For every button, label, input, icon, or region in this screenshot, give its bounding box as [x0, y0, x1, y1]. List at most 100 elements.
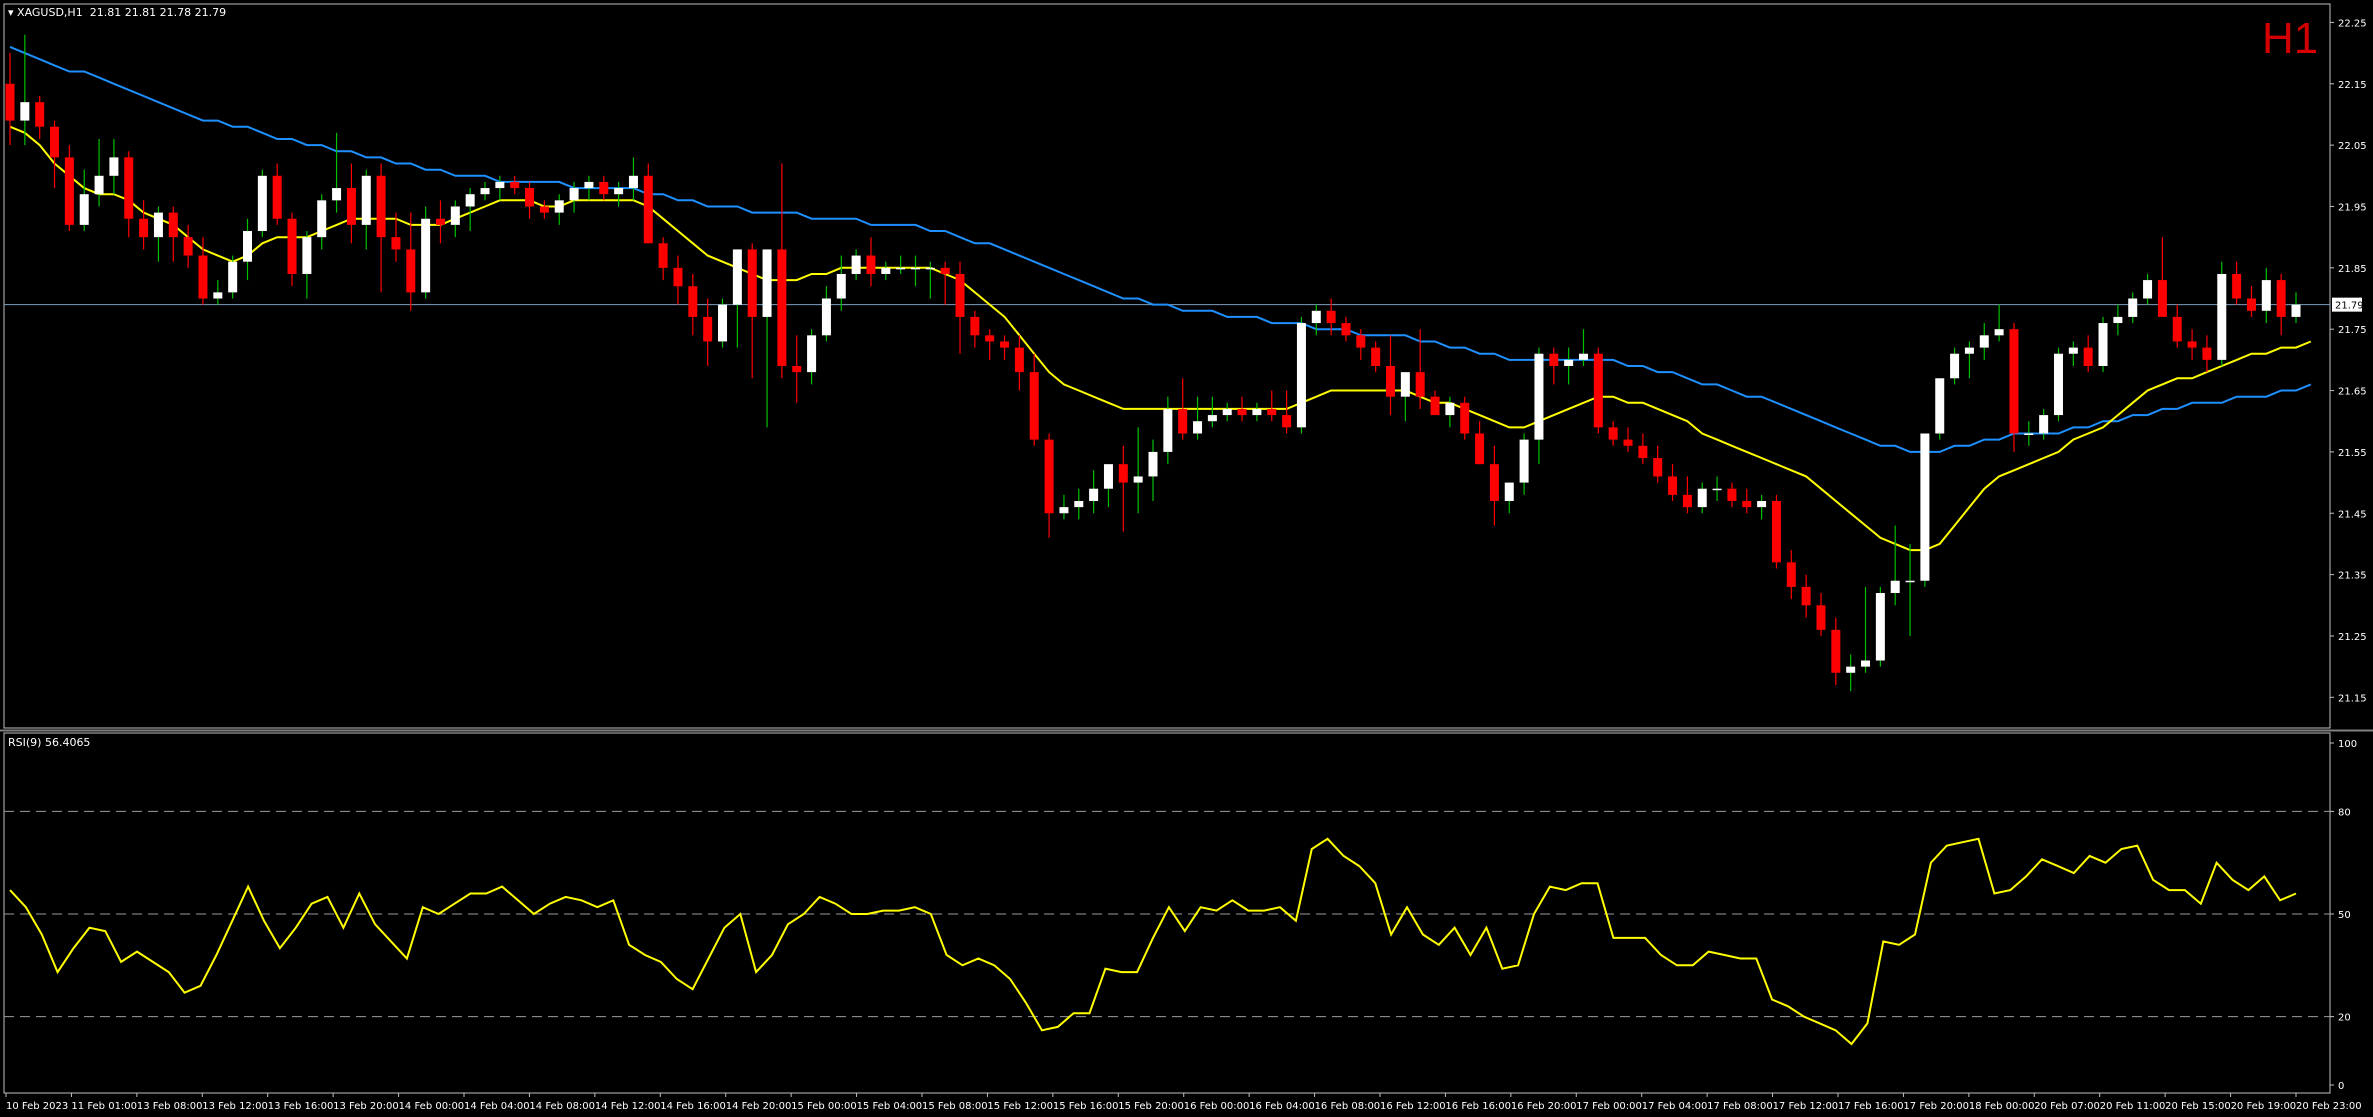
candle-bull [881, 267, 891, 274]
candle-bull [1964, 347, 1974, 354]
candle-bull [109, 157, 119, 176]
symbol-label: XAGUSD,H1 [17, 6, 83, 19]
candle-bear [272, 175, 282, 219]
candle-bear [1489, 464, 1499, 501]
candle-bull [1519, 439, 1529, 483]
candle-bear [539, 206, 549, 213]
symbol-header[interactable]: ▾ XAGUSD,H1 21.81 21.81 21.78 21.79 [8, 6, 227, 19]
candle-bear [1237, 408, 1247, 416]
time-tick-label: 20 Feb 11:00 [2100, 1101, 2166, 1112]
candle-bull [1207, 415, 1217, 422]
candle-bull [1222, 408, 1232, 416]
candle-bull [1059, 507, 1069, 514]
price-tick-label: 21.55 [2338, 448, 2367, 459]
candle-bull [1578, 353, 1588, 360]
candle-bull [2053, 353, 2063, 416]
candle-bull [332, 188, 342, 201]
candle-bull [1252, 408, 1262, 416]
rsi-line [9, 837, 2297, 1046]
candle-bear [1801, 586, 1811, 606]
time-tick-label: 13 Feb 20:00 [333, 1101, 399, 1112]
rsi-series [9, 837, 2297, 1046]
candle-bull [2024, 433, 2034, 435]
candle-bull [1846, 666, 1856, 673]
rsi-tick-label: 0 [2338, 1081, 2344, 1092]
candle-bull [762, 249, 772, 317]
candle-bull [569, 188, 579, 201]
candle-bear [1771, 500, 1781, 563]
candle-bear [1593, 353, 1603, 428]
candle-bear [1044, 439, 1054, 514]
candle-bull [317, 200, 327, 238]
candle-bear [1029, 372, 1039, 440]
timeframe-label: H1 [2262, 14, 2319, 63]
candle-bear [406, 249, 416, 293]
candle-bull [2217, 273, 2227, 360]
candle-bull [554, 200, 564, 213]
time-tick-label: 14 Feb 04:00 [464, 1101, 530, 1112]
candle-bull [1875, 593, 1885, 661]
candle-bear [777, 249, 787, 366]
candle-bull [213, 292, 223, 299]
rsi-pane-frame [3, 732, 2331, 1094]
candle-bear [1623, 439, 1633, 446]
candle-bull [243, 231, 253, 262]
candle-bull [1861, 660, 1871, 667]
candle-bear [2083, 347, 2093, 366]
candle-bear [2187, 341, 2197, 348]
ohlc-values: 21.81 21.81 21.78 21.79 [89, 6, 227, 19]
candle-bull [361, 175, 371, 225]
price-tick-label: 21.75 [2338, 325, 2367, 336]
candle-bear [1816, 605, 1826, 630]
candle-bear [1282, 415, 1292, 428]
rsi-tick-label: 100 [2338, 739, 2357, 750]
candle-bull [1757, 500, 1767, 508]
candle-bear [64, 157, 74, 225]
candle-bull [1920, 433, 1930, 581]
price-tick-label: 21.25 [2338, 632, 2367, 643]
candle-bear [510, 181, 520, 189]
time-axis: 10 Feb 2023 11 Feb 01:00 13 Feb 08:00 13 Fe… [5, 1093, 2362, 1112]
candle-bear [183, 237, 193, 256]
price-tick-label: 21.95 [2338, 202, 2367, 213]
candle-bear [1118, 464, 1128, 483]
candle-bear [1638, 445, 1648, 459]
time-tick-label: 18 Feb 00:00 [1969, 1101, 2035, 1112]
candle-bull [821, 298, 831, 336]
time-tick-label: 11 Feb 01:00 [71, 1101, 137, 1112]
rsi-tick-label: 20 [2338, 1013, 2351, 1024]
candle-bear [1786, 562, 1796, 587]
candle-bull [614, 188, 624, 195]
candle-bear [2172, 316, 2182, 342]
time-tick-label: 15 Feb 04:00 [857, 1101, 923, 1112]
candle-bull [1400, 372, 1410, 397]
time-tick-label: 16 Feb 20:00 [1511, 1101, 1577, 1112]
candle-bear [955, 273, 965, 317]
time-tick-label: 14 Feb 12:00 [595, 1101, 661, 1112]
candle-bull [1296, 323, 1306, 428]
candle-bear [1415, 372, 1425, 397]
candle-bull [1935, 378, 1945, 434]
candle-bull [836, 273, 846, 299]
candle-bull [910, 267, 920, 270]
candle-bull [851, 255, 861, 274]
time-tick-label: 20 Feb 19:00 [2231, 1101, 2297, 1112]
time-tick-label: 15 Feb 16:00 [1053, 1101, 1119, 1112]
time-tick-label: 13 Feb 12:00 [202, 1101, 268, 1112]
candle-bear [643, 175, 653, 244]
candle-bear [1460, 402, 1470, 434]
rsi-axis: 100 80 50 20 0 [4, 739, 2357, 1092]
candle-bear [525, 188, 535, 207]
candle-bear [2157, 280, 2167, 317]
candle-bull [1712, 488, 1722, 491]
candle-bear [1267, 408, 1277, 416]
current-price-label: 21.79 [2335, 301, 2364, 312]
candle-bear [435, 218, 445, 225]
time-tick-label: 16 Feb 08:00 [1315, 1101, 1381, 1112]
candle-bull [1950, 353, 1960, 379]
time-tick-label: 17 Feb 16:00 [1838, 1101, 1904, 1112]
candle-bear [658, 243, 668, 268]
time-tick-label: 15 Feb 00:00 [791, 1101, 857, 1112]
time-tick-label: 14 Feb 16:00 [660, 1101, 726, 1112]
